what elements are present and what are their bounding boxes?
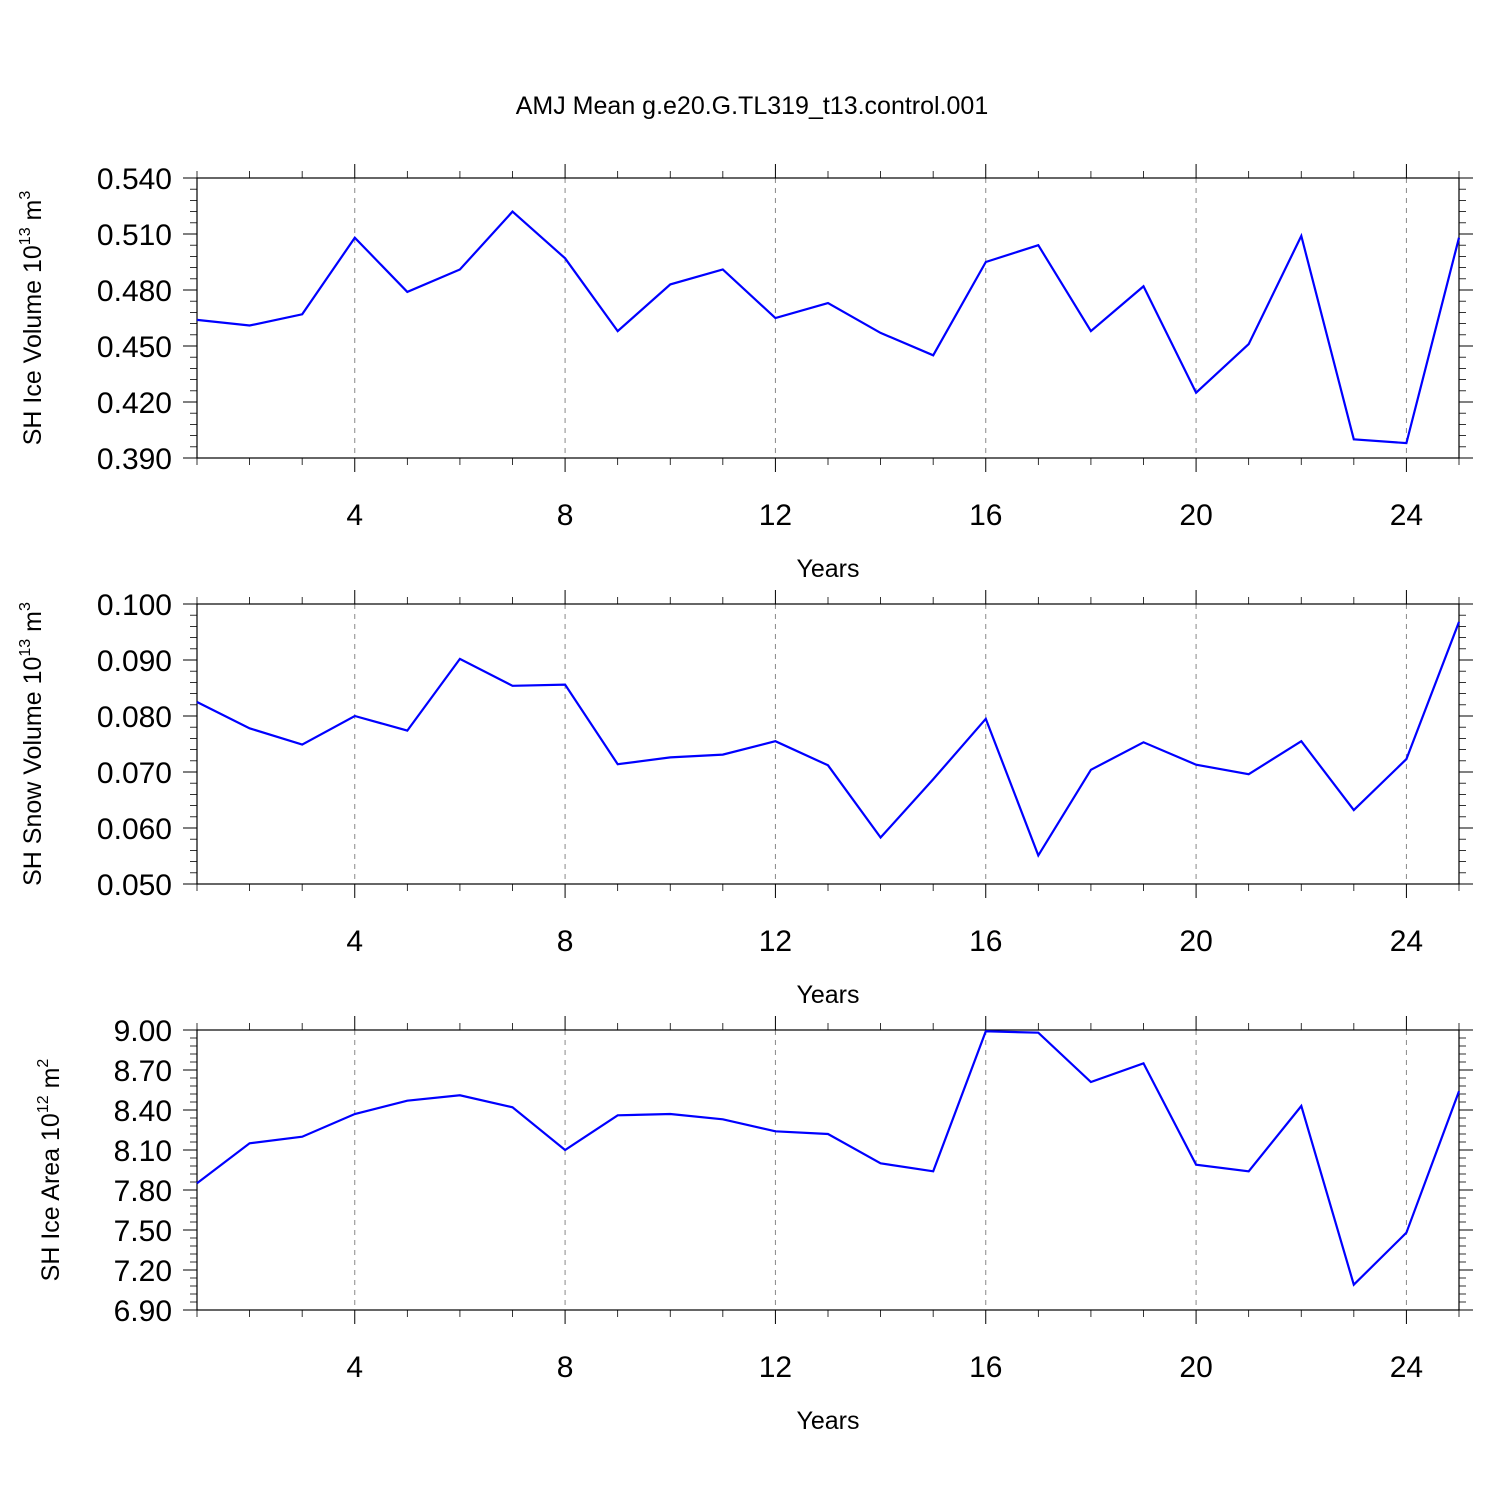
x-tick-label: 8 xyxy=(557,925,574,958)
x-tick-label: 12 xyxy=(759,1351,792,1384)
y-axis-title-exponent: 13 xyxy=(17,639,34,657)
y-axis-title-unit: m xyxy=(19,200,47,228)
x-tick-label: 20 xyxy=(1179,499,1212,532)
y-tick-label: 7.20 xyxy=(114,1255,172,1288)
y-axis-title-unit: m xyxy=(37,1068,65,1096)
x-tick-label: 4 xyxy=(346,1351,363,1384)
y-tick-label: 0.480 xyxy=(97,275,172,308)
series-line-sh-ice-volume xyxy=(196,210,1461,445)
x-tick-label: 20 xyxy=(1179,1351,1212,1384)
y-tick-label: 8.40 xyxy=(114,1095,172,1128)
y-axis-title-exponent: 12 xyxy=(35,1095,52,1113)
x-tick-label: 16 xyxy=(969,1351,1002,1384)
y-tick-label: 0.080 xyxy=(97,701,172,734)
x-axis-title: Years xyxy=(796,981,859,1009)
figure-title: AMJ Mean g.e20.G.TL319_t13.control.001 xyxy=(516,92,989,120)
y-tick-label: 0.540 xyxy=(97,163,172,196)
y-axis-title-unit-exponent: 2 xyxy=(35,1059,52,1068)
y-axis-title: SH Snow Volume 1013 m3 xyxy=(17,602,47,886)
y-axis-title-exponent: 13 xyxy=(17,227,34,245)
y-tick-label: 0.070 xyxy=(97,757,172,790)
y-tick-label: 7.50 xyxy=(114,1215,172,1248)
x-tick-label: 24 xyxy=(1390,499,1423,532)
x-tick-label: 12 xyxy=(759,499,792,532)
x-tick-label: 4 xyxy=(346,925,363,958)
y-tick-label: 8.70 xyxy=(114,1055,172,1088)
plot-frame xyxy=(196,603,1460,885)
x-axis-title: Years xyxy=(796,555,859,583)
y-tick-label: 0.450 xyxy=(97,331,172,364)
y-axis-title: SH Ice Area 1012 m2 xyxy=(35,1059,65,1282)
y-axis-title: SH Ice Volume 1013 m3 xyxy=(17,191,47,446)
x-tick-label: 8 xyxy=(557,499,574,532)
y-tick-label: 0.060 xyxy=(97,813,172,846)
plot-frame xyxy=(196,1029,1460,1311)
y-tick-label: 8.10 xyxy=(114,1135,172,1168)
x-tick-label: 8 xyxy=(557,1351,574,1384)
y-axis-title-unit-exponent: 3 xyxy=(17,191,34,200)
y-axis-title-main: SH Snow Volume 10 xyxy=(19,657,47,886)
y-tick-label: 6.90 xyxy=(114,1295,172,1328)
y-axis-title-unit-exponent: 3 xyxy=(17,602,34,611)
x-tick-label: 16 xyxy=(969,925,1002,958)
x-tick-label: 20 xyxy=(1179,925,1212,958)
series-line-sh-ice-area xyxy=(196,1030,1461,1287)
y-tick-label: 0.420 xyxy=(97,387,172,420)
plot-frame xyxy=(196,177,1460,459)
x-axis-title: Years xyxy=(796,1407,859,1435)
panel-3: 4 8 12 16 20 24 6.90 7.20 7.50 7.80 8.10 8.40 8.70 9.… xyxy=(35,1015,1473,1435)
panel-1: 4 8 12 16 20 24 0.390 0.420 0.450 0.480 0.510 0.540… xyxy=(17,163,1473,583)
y-axis-title-main: SH Ice Area 10 xyxy=(37,1113,65,1281)
y-tick-label: 0.100 xyxy=(97,589,172,622)
y-tick-label: 0.050 xyxy=(97,869,172,902)
y-tick-label: 7.80 xyxy=(114,1175,172,1208)
y-tick-label: 0.390 xyxy=(97,443,172,476)
panel-2: 4 8 12 16 20 24 0.050 0.060 0.070 0.080 0.090 0.100… xyxy=(17,589,1473,1009)
x-tick-label: 24 xyxy=(1390,1351,1423,1384)
x-tick-label: 24 xyxy=(1390,925,1423,958)
y-tick-label: 0.510 xyxy=(97,219,172,252)
x-tick-label: 4 xyxy=(346,499,363,532)
x-tick-label: 16 xyxy=(969,499,1002,532)
y-tick-label: 9.00 xyxy=(114,1015,172,1048)
series-line-sh-snow-volume xyxy=(196,621,1461,858)
panels: 4 8 12 16 20 240.3900.4200.4500.4800.5100.540… xyxy=(17,163,1473,1435)
x-tick-label: 12 xyxy=(759,925,792,958)
y-tick-label: 0.090 xyxy=(97,645,172,678)
y-axis-title-main: SH Ice Volume 10 xyxy=(19,245,47,445)
y-axis-title-unit: m xyxy=(19,611,47,639)
